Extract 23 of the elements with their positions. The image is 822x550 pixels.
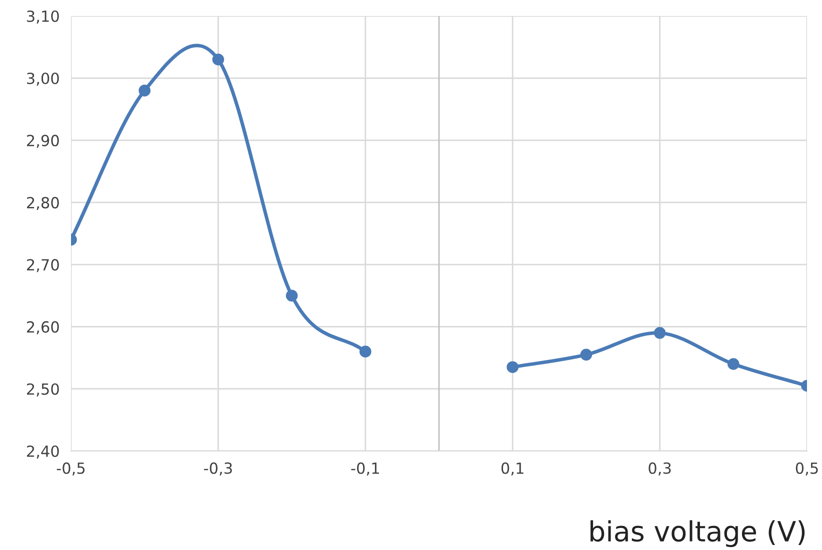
x-tick-label: 0,5 <box>796 462 818 476</box>
x-tick-label: -0,3 <box>204 462 232 476</box>
x-tick-label: 0,1 <box>501 462 524 476</box>
y-tick-label: 2,90 <box>26 134 59 148</box>
y-tick-label: 2,60 <box>26 321 59 334</box>
point <box>727 358 740 370</box>
point <box>580 348 592 361</box>
x-tick-label: 0,3 <box>648 462 671 476</box>
y-tick-label: 2,50 <box>26 383 59 396</box>
point <box>286 290 298 302</box>
y-tick-label: 3,00 <box>27 72 59 86</box>
point <box>212 54 224 66</box>
x-tick-label: -0,1 <box>351 462 379 476</box>
point <box>654 327 666 339</box>
point <box>359 346 372 358</box>
y-tick-label: 3,10 <box>27 10 59 24</box>
x-tick-label: -0,5 <box>56 462 85 476</box>
y-tick-label: 2,40 <box>26 445 59 459</box>
point <box>506 361 519 374</box>
x-axis-title: bias voltage (V) <box>590 520 805 548</box>
y-tick-label: 2,70 <box>26 259 59 272</box>
point <box>138 84 151 96</box>
y-tick-label: 2,80 <box>26 196 59 210</box>
